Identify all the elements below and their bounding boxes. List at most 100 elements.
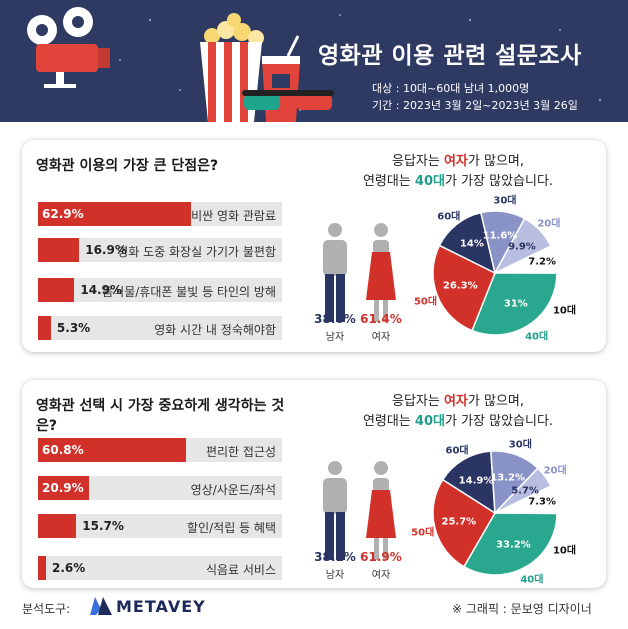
bar-fill [38, 476, 89, 500]
survey-period: 기간 : 2023년 3월 2일~2023년 3월 26일 [372, 99, 578, 112]
male-label: 남자 [325, 332, 345, 343]
bar-value-label: 2.6% [52, 561, 86, 575]
female-label: 여자 [371, 332, 391, 343]
survey-subject: 대상 : 10대~60대 남녀 1,000명 [372, 82, 530, 95]
age-pie-labels: 7.3% 10대 33.2% 40대 25.7% 50대 14.9% 60대 13.2% 30대 5… [411, 440, 576, 586]
female-percent: 61.4% [360, 312, 402, 326]
pie-slice [494, 467, 552, 514]
age-pie-chart [432, 210, 558, 336]
3d-glasses-icon [242, 90, 334, 110]
summary-text: 가 많으며, [467, 394, 524, 409]
summary-text: 가 가장 많았습니다. [444, 414, 554, 429]
bar-value-label: 15.7% [82, 519, 124, 533]
graphic-credit: ※ 그래픽 : 문보영 디자이너 [452, 602, 592, 616]
male-percent: 38.1% [314, 550, 356, 564]
bar-category-label: 영상/사운드/좌석 [190, 483, 276, 497]
bar: 15.7% 할인/적립 등 혜택 [38, 514, 282, 538]
bar-category-label: 영화 시간 내 정숙해야함 [154, 323, 276, 337]
pie-slice-value: 13.2% [490, 472, 526, 484]
male-percent: 38.6% [314, 312, 356, 326]
bar-category-label: 식음료 서비스 [205, 563, 276, 577]
pie-category-label: 10대 [552, 305, 577, 317]
bar: 5.3% 영화 시간 내 정숙해야함 [38, 316, 282, 340]
bar-fill [38, 316, 51, 340]
bar-fill [38, 438, 187, 462]
pie-category-label: 30대 [508, 439, 532, 451]
brand-name: METAVEY [116, 597, 206, 616]
analysis-tool-label: 분석도구: [22, 602, 71, 616]
female-person-icon [366, 223, 396, 322]
pie-slice [441, 450, 496, 515]
bar-fill [38, 238, 80, 262]
summary-text: 응답자는 [391, 154, 444, 169]
respondent-summary: 응답자는 여자가 많으며, 연령대는 40대가 가장 많았습니다. [318, 392, 598, 432]
bar-fill [38, 514, 77, 538]
bar: 20.9% 영상/사운드/좌석 [38, 476, 282, 500]
summary-text: 가 많으며, [467, 154, 524, 169]
summary-highlight-age: 40대 [414, 174, 445, 189]
pie-slice-value: 5.7% [511, 485, 539, 497]
bar-category-label: 할인/적립 등 혜택 [187, 521, 276, 535]
pie-slice [493, 217, 552, 275]
pie-slice-value: 11.6% [482, 230, 518, 242]
pie-slice [462, 512, 558, 576]
pie-category-label: 40대 [520, 574, 544, 586]
bar-value-label: 20.9% [42, 481, 84, 495]
pie-category-label: 10대 [552, 545, 577, 557]
respondent-summary: 응답자는 여자가 많으며, 연령대는 40대가 가장 많았습니다. [318, 152, 598, 192]
bar-category-label: 비싼 영화 관람료 [191, 209, 276, 223]
age-pie-labels: 7.2% 10대 31% 40대 26.3% 50대 14% 60대 11.6% 30대 9.9% 2… [414, 196, 576, 342]
pie-slice-value: 26.3% [442, 280, 478, 292]
summary-highlight-female: 여자 [443, 154, 468, 169]
pie-category-label: 20대 [537, 218, 561, 230]
bar-value-label: 62.9% [42, 207, 84, 221]
bar-value-label: 16.9% [85, 243, 127, 257]
male-person-icon [323, 223, 347, 322]
bar-fill [38, 556, 46, 580]
bar-category-label: 영화 도중 화장실 가기가 불편함 [117, 245, 276, 259]
summary-highlight-female: 여자 [443, 394, 468, 409]
male-person-icon [323, 461, 347, 560]
bar-fill [38, 278, 75, 302]
female-person-icon [366, 461, 396, 560]
summary-highlight-age: 40대 [414, 414, 445, 429]
summary-text: 연령대는 [362, 174, 415, 189]
pie-slice-value: 9.9% [508, 241, 536, 253]
pie-slice-value: 7.2% [528, 256, 556, 268]
pie-slice [432, 478, 497, 568]
bar-category-label: 음식물/휴대폰 불빛 등 타인의 방해 [102, 285, 276, 299]
bar: 14.9% 음식물/휴대폰 불빛 등 타인의 방해 [38, 278, 282, 302]
bar-fill [38, 202, 192, 226]
pie-slice-value: 25.7% [441, 516, 477, 528]
pie-slice-value: 33.2% [496, 539, 531, 551]
header-illustration [27, 7, 602, 122]
bar: 60.8% 편리한 접근성 [38, 438, 282, 462]
page-title: 영화관 이용 관련 설문조사 [318, 43, 582, 69]
survey-panel-1: 영화관 이용의 가장 큰 단점은? 62.9% 비싼 영화 관람료 16.9% … [22, 140, 606, 352]
pie-slice-value: 14.9% [458, 475, 494, 487]
question-title: 영화관 이용의 가장 큰 단점은? [36, 158, 219, 174]
bar-value-label: 5.3% [56, 321, 91, 335]
projector-icon [27, 7, 110, 88]
bar-value-label: 14.9% [80, 283, 122, 297]
bar-value-label: 60.8% [42, 443, 84, 457]
summary-text: 응답자는 [391, 394, 444, 409]
female-percent: 61.9% [360, 550, 402, 564]
pie-category-label: 40대 [525, 331, 549, 343]
age-pie-chart [432, 450, 558, 576]
question-title: 영화관 선택 시 가장 중요하게 생각하는 것은? [36, 398, 285, 434]
summary-text: 연령대는 [362, 414, 415, 429]
bar: 16.9% 영화 도중 화장실 가기가 불편함 [38, 238, 282, 262]
header-banner: 영화관 이용 관련 설문조사 대상 : 10대~60대 남녀 1,000명 기간… [0, 0, 628, 122]
pie-category-label: 60대 [445, 445, 469, 457]
bar-category-label: 편리한 접근성 [205, 445, 276, 459]
survey-panel-2: 영화관 선택 시 가장 중요하게 생각하는 것은? 60.8% 편리한 접근성 … [22, 380, 606, 588]
pie-slice [471, 272, 558, 336]
pie-category-label: 50대 [411, 527, 435, 539]
pie-category-label: 30대 [493, 195, 517, 207]
pie-category-label: 60대 [437, 211, 461, 223]
male-label: 남자 [325, 570, 345, 581]
pie-category-label: 50대 [413, 296, 438, 308]
metavey-logo-icon [90, 597, 112, 615]
pie-slice-value: 14% [459, 238, 484, 250]
